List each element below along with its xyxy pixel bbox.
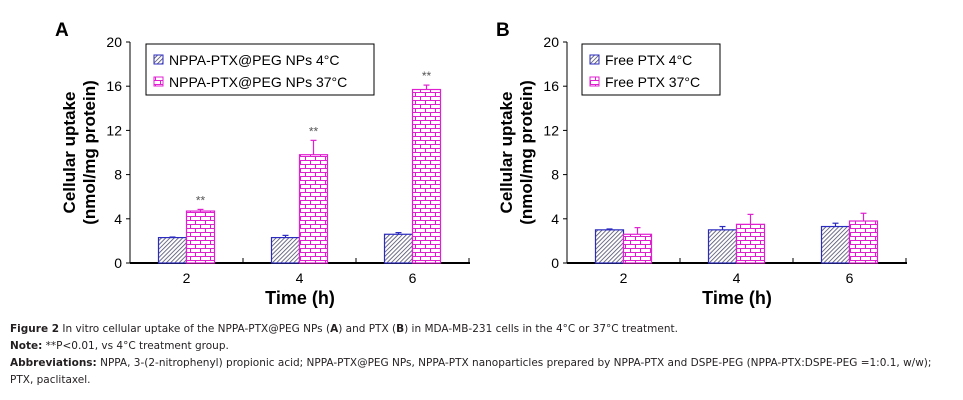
y-tick-label: 20 [106,34,122,50]
panel-b: B 0 4 8 12 16 20 Cellular uptake (nmol/mg protei… [496,20,907,308]
bar [594,229,625,264]
caption-text-2: ) and PTX ( [338,323,397,335]
caption-note: Note: **P<0.01, vs 4°C treatment group. [10,338,955,355]
figure-caption: Figure 2 In vitro cellular uptake of the… [10,321,955,389]
x-axis-label: Time (h) [702,288,772,308]
bar [270,236,301,264]
bar [411,88,442,264]
panel-a: A 0 4 8 12 16 20 Cellular uptake (nmol/mg protei… [55,20,470,308]
significance-marker: ** [422,69,432,83]
x-tick-label: 6 [846,270,854,286]
x-axis-label: Time (h) [265,288,335,308]
legend-swatch [589,54,600,65]
legend-box [581,43,721,96]
bar [298,154,329,264]
bar [735,223,766,264]
legend-label: NPPA-PTX@PEG NPs 37°C [169,74,347,90]
y-tick-label: 20 [543,34,559,50]
legend-swatch [153,76,164,87]
x-tick-label: 4 [296,270,304,286]
caption-panel-b: B [396,323,405,335]
bar [383,233,414,264]
legend-swatch [589,76,600,87]
caption-panel-a: A [330,323,339,335]
note-text: **P<0.01, vs 4°C treatment group. [42,340,229,352]
significance-marker: ** [309,124,319,138]
y-tick-label: 16 [106,78,122,94]
y-tick-label: 4 [114,211,122,227]
bar [157,236,188,264]
caption-main: Figure 2 In vitro cellular uptake of the… [10,321,955,338]
y-axis-label: Cellular uptake [497,92,516,214]
y-tick-label: 12 [543,122,559,138]
caption-text-1: In vitro cellular uptake of the NPPA-PTX… [59,323,331,335]
bar [848,220,879,264]
significance-marker: ** [196,193,206,207]
bar [185,210,216,264]
legend-swatch [153,54,164,65]
y-tick-label: 16 [543,78,559,94]
panel-letter: A [55,20,69,41]
figure-label: Figure 2 [10,323,60,335]
y-tick-label: 8 [114,167,122,183]
x-tick-label: 2 [620,270,628,286]
y-axis-label-units: (nmol/mg protein) [517,80,536,224]
y-tick-label: 0 [551,255,559,271]
caption-text-3: ) in MDA-MB-231 cells in the 4°C or 37°C… [404,323,678,335]
x-tick-label: 4 [733,270,741,286]
x-tick-label: 2 [183,270,191,286]
x-tick-label: 6 [409,270,417,286]
y-tick-label: 8 [551,167,559,183]
panel-letter: B [496,20,510,41]
y-tick-label: 4 [551,211,559,227]
legend-label: Free PTX 37°C [605,74,700,90]
note-label: Note: [10,340,43,352]
bar [820,225,851,264]
bar [622,233,653,264]
y-tick-label: 0 [114,255,122,271]
legend-label: NPPA-PTX@PEG NPs 4°C [169,52,339,68]
bar [707,229,738,264]
y-axis-label-units: (nmol/mg protein) [80,80,99,224]
abbrev-text: NPPA, 3-(2-nitrophenyl) propionic acid; … [10,357,932,386]
abbrev-label: Abbreviations: [10,357,97,369]
legend-box [145,43,375,96]
y-axis-label: Cellular uptake [60,92,79,214]
y-tick-label: 12 [106,122,122,138]
legend-label: Free PTX 4°C [605,52,692,68]
caption-abbreviations: Abbreviations: NPPA, 3-(2-nitrophenyl) p… [10,355,955,389]
